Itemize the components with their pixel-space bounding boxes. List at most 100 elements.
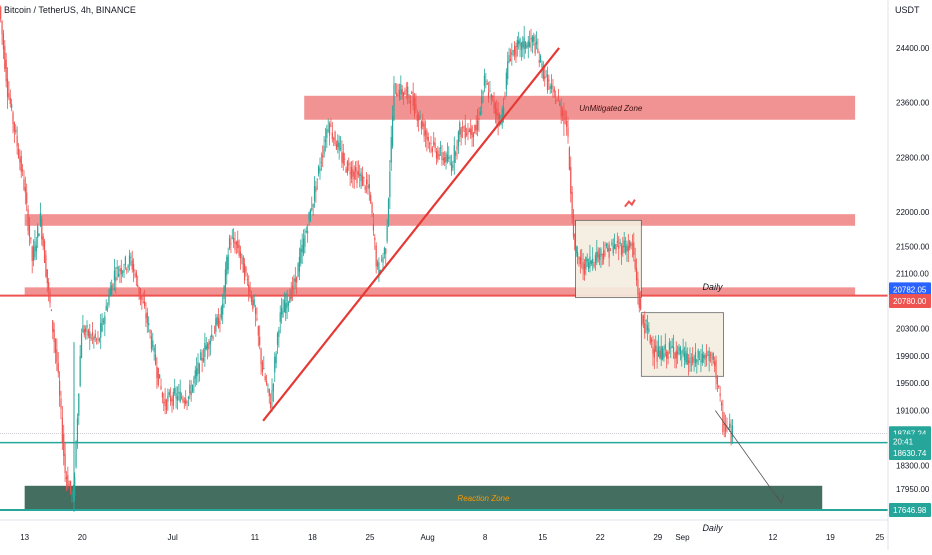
x-tick-label: 15 bbox=[538, 533, 547, 542]
candle-body bbox=[235, 241, 237, 245]
candle-body bbox=[170, 397, 172, 402]
candle-body bbox=[624, 246, 627, 253]
daily-supply-zone bbox=[24, 214, 856, 226]
candle-body bbox=[567, 127, 569, 137]
candle-body bbox=[656, 350, 658, 362]
candle-body bbox=[445, 152, 447, 163]
candle-body bbox=[119, 268, 121, 272]
candle-body bbox=[431, 147, 433, 152]
candle-body bbox=[688, 360, 690, 364]
candle-body bbox=[618, 245, 620, 249]
candle-body bbox=[698, 359, 701, 360]
candle-body bbox=[679, 347, 681, 355]
candle-body bbox=[661, 348, 664, 360]
candle-body bbox=[466, 133, 468, 136]
candle-body bbox=[545, 71, 547, 73]
candle-body bbox=[108, 296, 110, 305]
candle-body bbox=[341, 152, 343, 163]
candle-body bbox=[608, 244, 610, 258]
price-tag-label: 20:41 bbox=[893, 437, 914, 446]
candle-body bbox=[270, 401, 272, 408]
candle-body bbox=[596, 252, 598, 262]
candle-body bbox=[609, 250, 612, 251]
candle-body bbox=[449, 162, 451, 164]
candle-body bbox=[705, 355, 708, 358]
candle-body bbox=[404, 90, 406, 95]
candle-body bbox=[64, 453, 66, 474]
candle-body bbox=[411, 91, 413, 94]
candle-body bbox=[708, 350, 710, 361]
candle-body bbox=[318, 166, 320, 174]
candle-body bbox=[534, 43, 536, 54]
candle-body bbox=[531, 36, 533, 43]
candle-body bbox=[4, 46, 6, 70]
candle-body bbox=[638, 292, 640, 308]
candle-body bbox=[285, 303, 287, 314]
candle-body bbox=[67, 474, 69, 488]
candle-body bbox=[322, 154, 324, 158]
candle-body bbox=[276, 333, 279, 345]
candle-body bbox=[122, 271, 124, 274]
candle-body bbox=[30, 237, 32, 240]
price-tag bbox=[889, 282, 931, 297]
candle-body bbox=[227, 254, 229, 270]
candle-body bbox=[478, 118, 480, 120]
candle-body bbox=[651, 339, 653, 342]
candle-body bbox=[96, 339, 98, 341]
candle-body bbox=[279, 312, 281, 322]
candle-body bbox=[605, 244, 607, 246]
candle-body bbox=[296, 276, 298, 283]
candle-body bbox=[261, 362, 264, 373]
candle-body bbox=[694, 352, 697, 364]
candle-body bbox=[553, 88, 555, 93]
candle-body bbox=[165, 400, 168, 411]
candle-body bbox=[363, 177, 365, 179]
daily-zone bbox=[24, 287, 856, 296]
candle-body bbox=[407, 86, 409, 96]
candle-body bbox=[260, 348, 262, 365]
candle-body bbox=[409, 100, 412, 105]
candle-body bbox=[253, 299, 255, 306]
candle-body bbox=[248, 284, 250, 296]
candle-body bbox=[604, 253, 606, 255]
candle-body bbox=[356, 170, 358, 184]
candle-body bbox=[230, 243, 232, 245]
candle-body bbox=[0, 6, 2, 20]
candle-body bbox=[39, 213, 42, 226]
candle-body bbox=[152, 340, 154, 348]
candle-body bbox=[667, 351, 669, 359]
candle-body bbox=[455, 152, 457, 156]
x-tick-label: 12 bbox=[768, 533, 777, 542]
candle-body bbox=[550, 84, 553, 89]
candle-body bbox=[493, 99, 495, 109]
candle-body bbox=[315, 186, 317, 192]
candle-body bbox=[213, 332, 216, 334]
candle-body bbox=[281, 307, 283, 315]
candle-body bbox=[614, 243, 616, 249]
candle-body bbox=[27, 209, 29, 231]
candle-body bbox=[171, 399, 173, 402]
candle-body bbox=[197, 362, 199, 374]
candle-body bbox=[207, 343, 209, 350]
candle-body bbox=[435, 151, 438, 159]
x-tick-label: 19 bbox=[826, 533, 835, 542]
candle-body bbox=[631, 244, 634, 246]
candle-body bbox=[731, 425, 734, 438]
candle-body bbox=[249, 290, 251, 292]
candle-body bbox=[355, 167, 357, 172]
candle-body bbox=[383, 248, 385, 255]
candle-body bbox=[474, 124, 476, 134]
candle-body bbox=[464, 124, 466, 139]
candle-body bbox=[94, 333, 96, 338]
candle-body bbox=[629, 240, 631, 248]
candle-body bbox=[83, 329, 85, 335]
candle-body bbox=[649, 335, 651, 344]
candle-body bbox=[515, 46, 517, 58]
candle-body bbox=[19, 157, 21, 163]
candle-body bbox=[719, 393, 721, 396]
candle-body bbox=[612, 245, 614, 254]
candle-body bbox=[529, 42, 531, 48]
candle-body bbox=[59, 380, 61, 396]
candle-body bbox=[212, 336, 214, 339]
